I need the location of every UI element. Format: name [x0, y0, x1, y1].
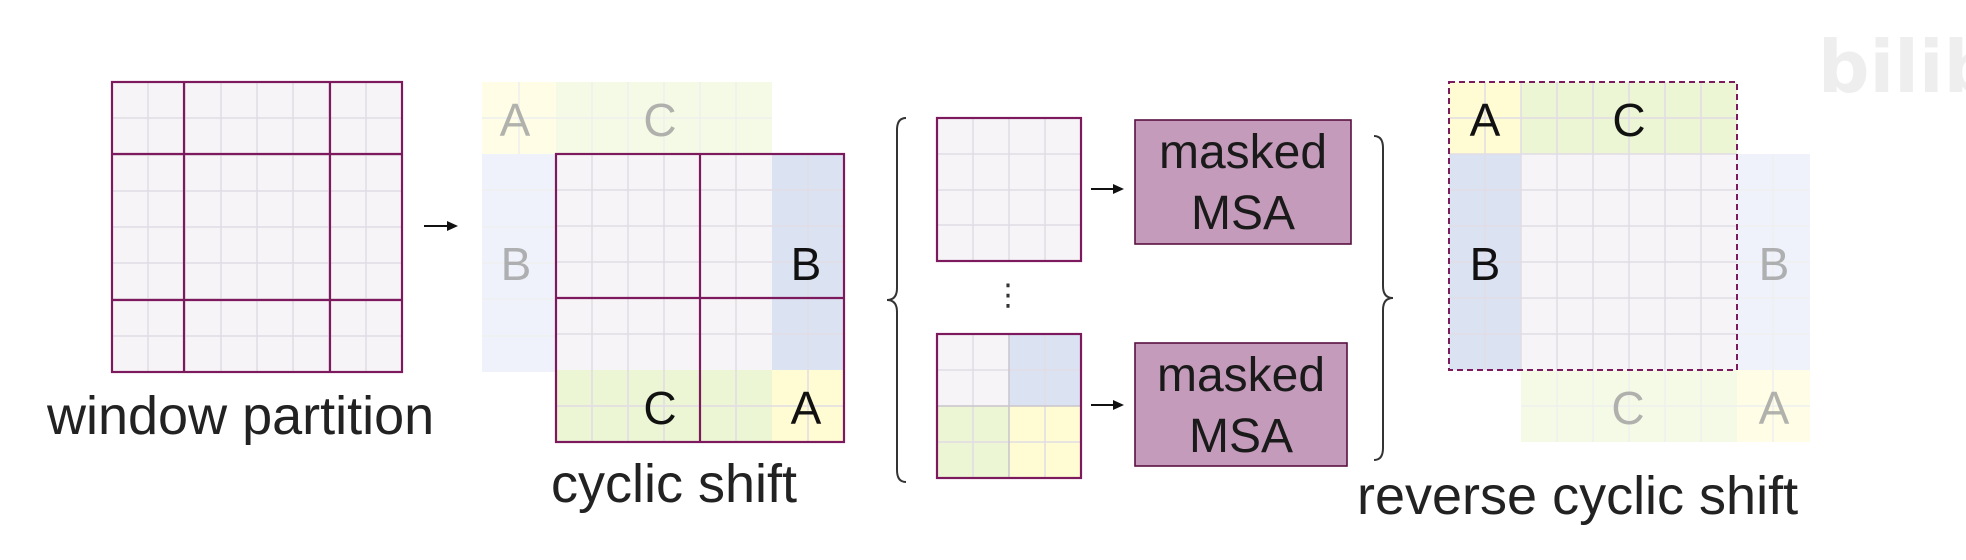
ghost-label-a: A: [500, 94, 531, 146]
shifted-label-b: B: [791, 238, 822, 290]
window-bottom-border: [935, 332, 1083, 480]
ghost-label-a: A: [1759, 382, 1790, 434]
ghost-label-c: C: [1611, 382, 1644, 434]
left-brace: [886, 117, 907, 483]
restored-patch-grid: [1449, 82, 1737, 370]
ghost-label-c: C: [643, 94, 676, 146]
shifted-label-a: A: [791, 382, 822, 434]
window-bottom-sub-borders: [937, 334, 1081, 478]
cyclic-shift-panel: A C B B C A cyclic shift: [482, 82, 846, 514]
ghost-label-b: B: [1759, 238, 1790, 290]
masked-msa-bottom-line2: MSA: [1189, 410, 1293, 463]
masked-msa-box-top: [1134, 119, 1352, 245]
ghost-grid: [482, 82, 772, 337]
ghost-label-b: B: [501, 238, 532, 290]
reverse-cyclic-shift-panel: B C A A C B reverse cyclic shift: [1357, 81, 1810, 526]
shifted-window-borders: [554, 152, 846, 444]
window-top-grid: [937, 118, 1081, 261]
masked-msa-bottom-line1: masked: [1157, 349, 1325, 402]
restored-label-c: C: [1612, 94, 1645, 146]
arrow-right-icon: [1091, 400, 1124, 410]
masked-msa-panel: masked MSA ⋮ masked MSA: [886, 116, 1394, 483]
bilibili-watermark: bilibili: [1818, 25, 1966, 109]
arrow-right-icon: [1091, 184, 1124, 194]
restored-label-b: B: [1470, 238, 1501, 290]
window-partition-caption: window partition: [46, 386, 434, 446]
arrow-right-icon: [424, 221, 458, 231]
window-borders: [110, 80, 404, 374]
reverse-cyclic-shift-caption: reverse cyclic shift: [1357, 466, 1798, 526]
masked-msa-top-line1: masked: [1159, 126, 1327, 179]
window-top-border: [935, 116, 1083, 263]
shifted-label-c: C: [643, 382, 676, 434]
restored-label-a: A: [1470, 94, 1501, 146]
vertical-ellipsis: ⋮: [993, 278, 1023, 313]
right-brace: [1373, 135, 1394, 461]
restored-map-border: [1448, 81, 1738, 371]
window-partition-panel: window partition: [46, 80, 434, 446]
ghost-grid: [1521, 154, 1810, 442]
masked-msa-top-line2: MSA: [1191, 187, 1295, 240]
cyclic-shift-caption: cyclic shift: [551, 454, 797, 514]
masked-msa-box-bottom: [1134, 342, 1348, 467]
